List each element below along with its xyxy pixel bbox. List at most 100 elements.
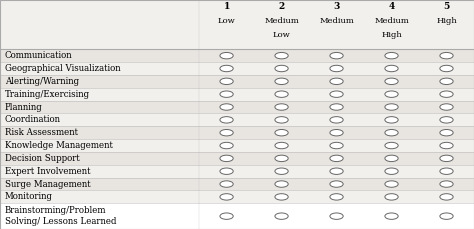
Bar: [0, 0, 474, 49]
Circle shape: [220, 194, 233, 200]
Circle shape: [220, 91, 233, 97]
Circle shape: [385, 142, 398, 149]
Bar: [0, 191, 474, 203]
Circle shape: [220, 78, 233, 85]
Circle shape: [275, 142, 288, 149]
Text: Brainstorming/Problem
Solving/ Lessons Learned: Brainstorming/Problem Solving/ Lessons L…: [5, 207, 116, 226]
Text: Expert Involvement: Expert Involvement: [5, 167, 90, 176]
Circle shape: [385, 65, 398, 72]
Circle shape: [275, 194, 288, 200]
Circle shape: [440, 78, 453, 85]
Circle shape: [275, 52, 288, 59]
Text: Surge Management: Surge Management: [5, 180, 91, 188]
Circle shape: [330, 194, 343, 200]
Circle shape: [220, 117, 233, 123]
Bar: [0, 75, 474, 88]
Circle shape: [275, 65, 288, 72]
Circle shape: [330, 65, 343, 72]
Circle shape: [330, 52, 343, 59]
Circle shape: [385, 117, 398, 123]
Circle shape: [275, 78, 288, 85]
Circle shape: [220, 213, 233, 219]
Circle shape: [385, 181, 398, 187]
Text: Knowledge Management: Knowledge Management: [5, 141, 113, 150]
Bar: [0, 152, 474, 165]
Bar: [0, 49, 474, 62]
Circle shape: [220, 52, 233, 59]
Circle shape: [330, 91, 343, 97]
Circle shape: [275, 181, 288, 187]
Circle shape: [440, 168, 453, 174]
Circle shape: [440, 213, 453, 219]
Circle shape: [440, 65, 453, 72]
Text: Low: Low: [273, 31, 291, 39]
Circle shape: [330, 168, 343, 174]
Circle shape: [330, 129, 343, 136]
Circle shape: [330, 155, 343, 162]
Bar: [0, 178, 474, 191]
Bar: [0, 62, 474, 75]
Circle shape: [220, 142, 233, 149]
Circle shape: [275, 117, 288, 123]
Circle shape: [275, 104, 288, 110]
Circle shape: [385, 213, 398, 219]
Circle shape: [385, 91, 398, 97]
Text: Medium: Medium: [319, 17, 354, 25]
Circle shape: [220, 104, 233, 110]
Circle shape: [330, 181, 343, 187]
Circle shape: [220, 168, 233, 174]
Circle shape: [330, 104, 343, 110]
Text: High: High: [381, 31, 402, 39]
Circle shape: [385, 78, 398, 85]
Bar: [0, 113, 474, 126]
Bar: [0, 139, 474, 152]
Text: 1: 1: [223, 2, 230, 11]
Circle shape: [385, 104, 398, 110]
Circle shape: [385, 129, 398, 136]
Circle shape: [385, 52, 398, 59]
Circle shape: [275, 213, 288, 219]
Circle shape: [220, 155, 233, 162]
Circle shape: [220, 129, 233, 136]
Circle shape: [440, 117, 453, 123]
Text: Medium: Medium: [374, 17, 409, 25]
Circle shape: [330, 117, 343, 123]
Circle shape: [440, 129, 453, 136]
Circle shape: [385, 155, 398, 162]
Text: Monitoring: Monitoring: [5, 192, 53, 201]
Circle shape: [385, 168, 398, 174]
Text: Coordination: Coordination: [5, 115, 61, 124]
Circle shape: [440, 91, 453, 97]
Text: Decision Support: Decision Support: [5, 154, 80, 163]
Text: 2: 2: [278, 2, 285, 11]
Bar: [0, 126, 474, 139]
Text: Alerting/Warning: Alerting/Warning: [5, 77, 79, 86]
Circle shape: [440, 155, 453, 162]
Circle shape: [330, 78, 343, 85]
Circle shape: [440, 194, 453, 200]
Circle shape: [440, 52, 453, 59]
Text: Communication: Communication: [5, 51, 73, 60]
Bar: [0, 203, 474, 229]
Circle shape: [275, 91, 288, 97]
Circle shape: [440, 104, 453, 110]
Text: Geographical Visualization: Geographical Visualization: [5, 64, 120, 73]
Circle shape: [275, 168, 288, 174]
Text: 5: 5: [443, 2, 450, 11]
Circle shape: [220, 181, 233, 187]
Circle shape: [440, 181, 453, 187]
Bar: [0, 101, 474, 113]
Circle shape: [440, 142, 453, 149]
Text: Training/Exercising: Training/Exercising: [5, 90, 90, 99]
Text: Medium: Medium: [264, 17, 299, 25]
Text: Planning: Planning: [5, 103, 43, 112]
Bar: [0, 88, 474, 101]
Bar: [0, 165, 474, 178]
Circle shape: [275, 155, 288, 162]
Text: Low: Low: [218, 17, 236, 25]
Text: Risk Assessment: Risk Assessment: [5, 128, 78, 137]
Text: High: High: [436, 17, 457, 25]
Text: 3: 3: [333, 2, 340, 11]
Circle shape: [330, 142, 343, 149]
Text: 4: 4: [388, 2, 395, 11]
